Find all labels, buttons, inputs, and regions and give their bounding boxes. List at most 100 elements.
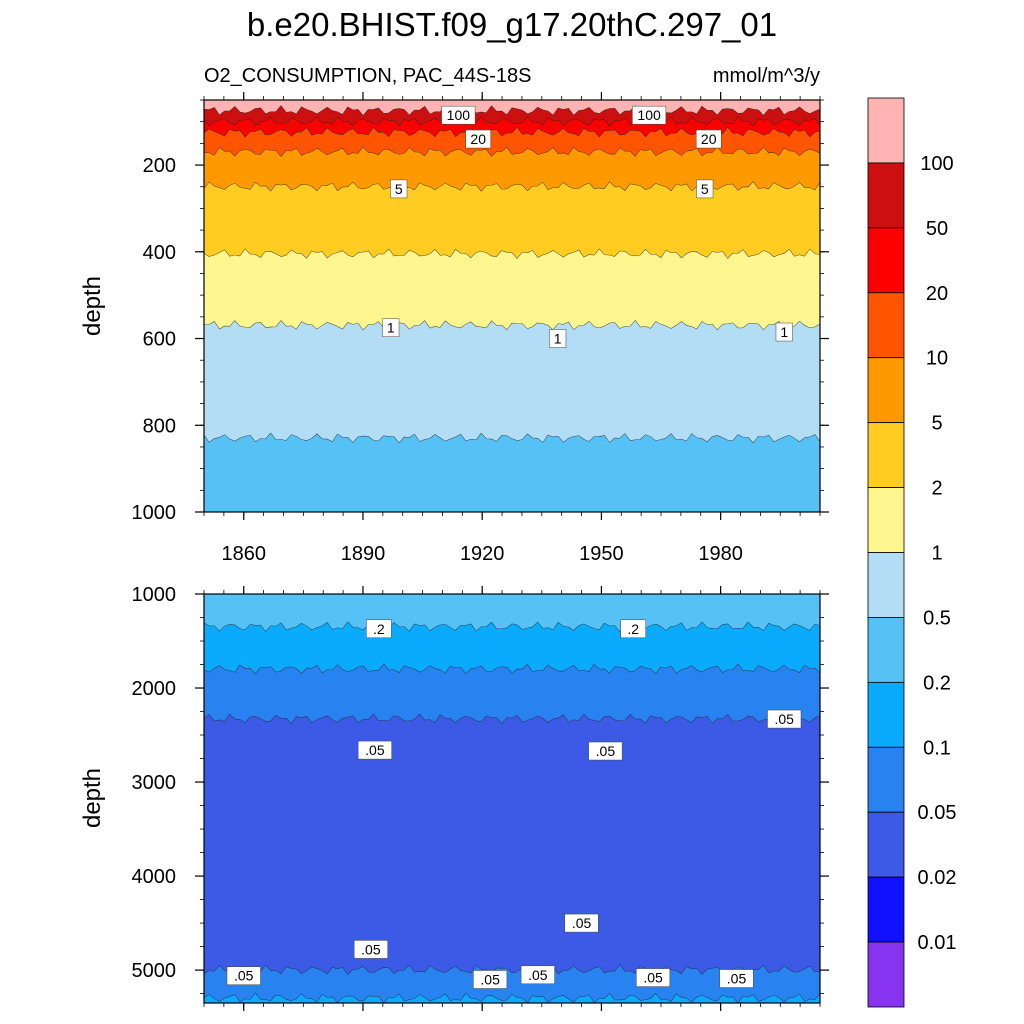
x-tick-label: 1860 [221, 543, 266, 565]
y-tick-label: 600 [143, 329, 176, 351]
contour-label: 5 [696, 179, 714, 199]
svg-text:.05: .05 [596, 743, 616, 759]
subtitle-right: mmol/m^3/y [713, 65, 820, 87]
contour-label: .05 [564, 913, 599, 933]
colorbar-swatch [867, 162, 905, 229]
svg-text:20: 20 [701, 131, 717, 147]
contour-band [204, 993, 820, 1003]
svg-text:.2: .2 [627, 621, 639, 637]
y-tick-label: 3000 [132, 772, 177, 794]
contour-label: 5 [390, 179, 408, 199]
y-tick-label: 1000 [132, 502, 177, 524]
colorbar-swatch [867, 292, 905, 359]
contour-label: .05 [520, 965, 555, 985]
contour-band [204, 249, 820, 331]
y-tick-label: 2000 [132, 678, 177, 700]
contour-band [204, 664, 820, 724]
colorbar-label: 10 [926, 348, 948, 370]
contour-band [204, 181, 820, 259]
colorbar-swatch [867, 487, 905, 553]
y-tick-label: 400 [143, 242, 176, 264]
colorbar-swatch [867, 552, 905, 618]
colorbar-label: 20 [926, 283, 948, 305]
svg-text:.05: .05 [361, 941, 381, 957]
colorbar-label: 5 [931, 413, 942, 435]
colorbar-swatch [867, 357, 905, 424]
contour-band [204, 147, 820, 192]
contour-band [204, 594, 820, 632]
contour-label: 1 [382, 318, 400, 337]
svg-text:.05: .05 [365, 742, 385, 758]
contour-label: 100 [632, 105, 667, 125]
colorbar-label: 2 [931, 478, 942, 500]
colorbar-label: 1 [931, 543, 942, 565]
svg-text:100: 100 [637, 107, 661, 123]
colorbar-swatch [867, 811, 905, 878]
colorbar-label: 50 [926, 218, 948, 240]
contour-label: .05 [473, 970, 508, 989]
colorbar-swatch [867, 227, 905, 294]
y-axis-label-top: depth [79, 276, 106, 336]
contour-label: 20 [695, 129, 722, 149]
figure-title: b.e20.BHIST.f09_g17.20thC.297_01 [247, 6, 777, 43]
svg-text:20: 20 [470, 131, 486, 147]
colorbar-label: 0.1 [923, 737, 951, 759]
svg-text:5: 5 [701, 181, 709, 197]
contour-band [204, 433, 820, 512]
y-tick-label: 5000 [132, 960, 177, 982]
svg-text:1: 1 [554, 331, 562, 347]
contour-band [204, 320, 820, 444]
colorbar-swatch [867, 876, 905, 943]
x-tick-label: 1950 [579, 543, 624, 565]
contour-label: .05 [353, 940, 388, 959]
contour-label: .05 [719, 969, 754, 988]
contour-label: 1 [549, 329, 567, 348]
contour-label: .05 [226, 966, 261, 985]
y-tick-label: 1000 [132, 584, 177, 606]
contour-label: .2 [366, 619, 392, 639]
colorbar-swatch [867, 617, 905, 683]
x-tick-label: 1920 [460, 543, 505, 565]
contour-label: .2 [620, 619, 646, 639]
svg-text:1: 1 [387, 320, 395, 336]
bottom-panel: 1000 2000 3000 4000 5000 .2 .2 .05 .05 .05 .05 .05.… [132, 584, 829, 1011]
contour-band [204, 127, 820, 157]
colorbar-label: 100 [920, 153, 953, 175]
contour-label: 100 [441, 105, 476, 125]
panel-frame [203, 99, 821, 513]
colorbar-swatch [867, 422, 905, 488]
contour-label: 20 [465, 129, 491, 149]
svg-text:.05: .05 [727, 971, 747, 987]
contour-label: .05 [636, 968, 671, 987]
svg-text:.05: .05 [774, 711, 794, 727]
svg-text:1: 1 [780, 324, 788, 340]
svg-text:5: 5 [395, 181, 403, 197]
panel-frame [203, 593, 821, 1004]
contour-band [204, 622, 820, 675]
contour-label: 1 [775, 322, 793, 342]
y-axis-label-bottom: depth [79, 768, 106, 828]
contour-band [204, 714, 820, 975]
x-tick-label: 1890 [341, 543, 386, 565]
svg-text:.05: .05 [643, 970, 663, 986]
svg-text:.05: .05 [480, 971, 500, 987]
y-tick-label: 800 [143, 415, 176, 437]
contour-label: .05 [357, 740, 392, 760]
y-tick-label: 200 [143, 155, 176, 177]
colorbar-swatch [867, 941, 905, 1008]
svg-text:.05: .05 [572, 915, 592, 931]
colorbar: 100 50 20 10 5 2 1 0.5 0.2 0.1 0.05 0.02 0.01 [867, 97, 957, 1008]
colorbar-label: 0.2 [923, 672, 951, 694]
colorbar-swatch [867, 97, 905, 164]
subtitle-left: O2_CONSUMPTION, PAC_44S-18S [204, 65, 532, 87]
colorbar-label: 0.05 [918, 802, 957, 824]
svg-text:.2: .2 [373, 621, 385, 637]
y-tick-label: 4000 [132, 866, 177, 888]
colorbar-label: 0.02 [918, 867, 957, 889]
colorbar-label: 0.5 [923, 607, 951, 629]
contour-label: .05 [767, 709, 802, 729]
top-panel: 1860 1890 1920 1950 1980 200 400 600 800 1000 100 1… [132, 92, 829, 565]
contour-label: .05 [588, 741, 623, 761]
colorbar-swatch [867, 746, 905, 813]
